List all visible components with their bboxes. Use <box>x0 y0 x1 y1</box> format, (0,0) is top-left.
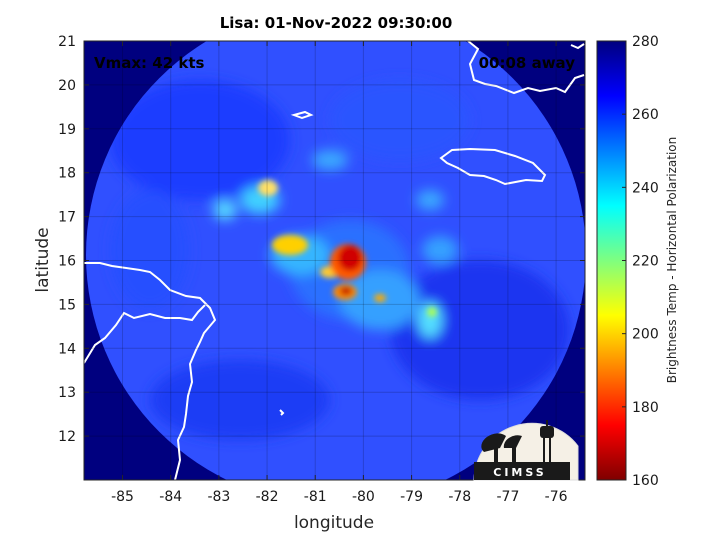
colorbar-tick-label: 260 <box>632 107 659 123</box>
time-away-annotation: 00:08 away <box>479 54 576 72</box>
x-tick-label: -82 <box>256 489 279 505</box>
x-tick-label: -77 <box>496 489 519 505</box>
colorbar-label: Brightness Temp - Horizontal Polarizatio… <box>665 137 679 384</box>
y-tick-label: 16 <box>58 254 76 270</box>
water-tower-icon <box>540 420 554 462</box>
y-tick-label: 12 <box>58 429 76 445</box>
y-axis-ticks: 12 13 14 15 16 17 18 19 20 21 <box>58 34 585 445</box>
colorbar-tick-label: 180 <box>632 400 659 416</box>
coastlines <box>84 41 585 480</box>
satellite-dish-icon <box>481 433 522 462</box>
colorbar-tick-label: 240 <box>632 180 659 196</box>
vmax-annotation: Vmax: 42 kts <box>94 54 204 72</box>
y-tick-label: 18 <box>58 166 76 182</box>
x-tick-label: -84 <box>159 489 182 505</box>
grid-lines <box>84 41 585 480</box>
cuba-coastline <box>467 41 585 95</box>
x-tick-label: -79 <box>400 489 423 505</box>
colorbar-tick-label: 160 <box>632 473 659 489</box>
colorbar-tick-label: 200 <box>632 327 659 343</box>
x-tick-label: -78 <box>448 489 471 505</box>
plot-title: Lisa: 01-Nov-2022 09:30:00 <box>220 14 453 32</box>
x-tick-label: -83 <box>207 489 230 505</box>
y-tick-label: 20 <box>58 78 76 94</box>
x-tick-label: -80 <box>352 489 375 505</box>
y-tick-label: 17 <box>58 210 76 226</box>
y-tick-label: 15 <box>58 297 76 313</box>
swath-image <box>86 41 585 480</box>
y-tick-label: 13 <box>58 385 76 401</box>
y-axis-label: latitude <box>33 227 53 292</box>
colorbar-ticks: 160 180 200 220 240 260 280 <box>622 34 659 489</box>
y-tick-label: 14 <box>58 341 76 357</box>
colorbar <box>596 40 627 481</box>
plot-area <box>84 41 585 480</box>
y-tick-label: 21 <box>58 34 76 50</box>
cimss-logo-text: CIMSS <box>493 466 546 479</box>
x-tick-label: -76 <box>545 489 568 505</box>
x-axis-ticks: -85 -84 -83 -82 -81 -80 -79 -78 -77 -76 <box>111 41 568 505</box>
x-tick-label: -85 <box>111 489 134 505</box>
cimss-logo: CIMSS <box>473 420 579 481</box>
cimss-logo-band <box>474 462 570 480</box>
colorbar-tick-label: 220 <box>632 254 659 270</box>
x-tick-label: -81 <box>304 489 327 505</box>
x-axis-label: longitude <box>294 513 374 533</box>
jamaica-coastline <box>439 147 547 186</box>
central-america-coastline <box>84 262 285 480</box>
islet-coastline <box>290 110 314 120</box>
y-tick-label: 19 <box>58 122 76 138</box>
colorbar-tick-label: 280 <box>632 34 659 50</box>
